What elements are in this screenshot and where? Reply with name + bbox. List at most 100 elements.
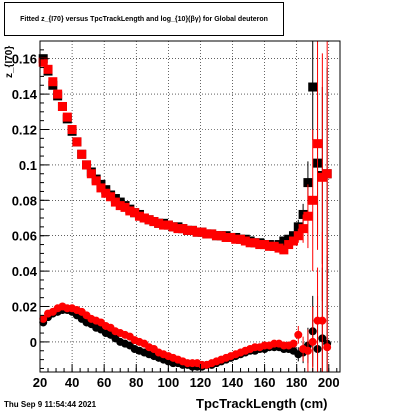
x-tick-label: 80 (129, 375, 143, 390)
data-point-square (303, 178, 313, 188)
data-point-square (163, 220, 173, 230)
data-point-circle (323, 343, 332, 352)
data-point-square (110, 197, 120, 207)
data-point-square (38, 57, 48, 67)
data-point-square (255, 240, 265, 250)
data-point-square (77, 149, 87, 159)
data-point-square (216, 231, 226, 241)
data-point-square (317, 172, 327, 182)
data-point-square (173, 224, 183, 234)
x-tick-label: 160 (254, 375, 276, 390)
data-point-circle (303, 346, 312, 355)
data-point-square (313, 139, 323, 149)
data-point-square (288, 236, 298, 246)
data-point-square (86, 169, 96, 179)
grid-lines (39, 41, 340, 372)
y-tick-label: 0.02 (12, 300, 37, 315)
data-point-square (274, 243, 284, 253)
data-point-square (149, 217, 159, 227)
data-point-square (82, 160, 92, 170)
data-point-square (159, 220, 169, 230)
y-tick-label: 0 (30, 335, 37, 350)
data-point-square (284, 240, 294, 250)
data-point-square (284, 234, 294, 244)
data-point-square (183, 225, 193, 235)
axis-ticks: 20 40 60 80 100 120 140 160 180 200 0 0.02 0.04 0.06 0… (12, 49, 340, 390)
data-point-square (226, 232, 236, 242)
plot-frame (39, 40, 341, 373)
chart-title: Fitted z_{I70} versus TpcTrackLength and… (4, 2, 284, 36)
data-point-square (57, 101, 67, 111)
data-point-square (211, 231, 221, 241)
data-point-square (91, 176, 101, 186)
data-point-square (106, 192, 116, 202)
data-point-square (322, 169, 332, 179)
y-tick-label: 0.1 (19, 158, 37, 173)
data-point-square (115, 201, 125, 211)
x-tick-label: 200 (318, 375, 340, 390)
data-series (38, 41, 332, 372)
data-point-circle (39, 314, 48, 323)
y-tick-label: 0.06 (12, 229, 37, 244)
data-point-square (308, 82, 318, 92)
data-point-square (178, 224, 188, 234)
x-axis-title: TpcTrackLength (cm) (196, 396, 328, 411)
data-point-square (48, 77, 58, 87)
data-point-square (245, 238, 255, 248)
data-point-square (279, 236, 289, 246)
data-point-square (303, 211, 313, 221)
data-point-square (308, 195, 318, 205)
data-point-square (139, 213, 149, 223)
data-point-square (168, 222, 178, 232)
data-point-square (293, 222, 303, 232)
data-point-square (207, 229, 217, 239)
data-point-square (264, 241, 274, 251)
data-point-square (236, 234, 246, 244)
x-tick-label: 120 (190, 375, 212, 390)
y-tick-label: 0.04 (12, 264, 38, 279)
data-point-square (125, 206, 135, 216)
data-point-square (134, 211, 144, 221)
data-point-square (67, 125, 77, 135)
data-point-square (288, 231, 298, 241)
data-point-circle (294, 330, 303, 339)
y-tick-label: 0.12 (12, 123, 37, 138)
data-point-square (43, 64, 53, 74)
y-axis-title: z_{I70} (4, 45, 15, 78)
data-point-square (260, 240, 270, 250)
data-point-square (202, 229, 212, 239)
y-tick-label: 0.08 (12, 193, 37, 208)
footer-date: Thu Sep 9 11:54:44 2021 (4, 400, 97, 409)
data-point-circle (308, 337, 317, 346)
data-point-square (231, 234, 241, 244)
data-point-square (144, 215, 154, 225)
data-point-square (279, 245, 289, 255)
x-tick-label: 140 (222, 375, 244, 390)
x-tick-label: 100 (157, 375, 179, 390)
data-point-square (96, 183, 106, 193)
data-point-square (298, 224, 308, 234)
data-point-square (53, 89, 63, 99)
data-point-square (221, 232, 231, 242)
data-point-square (269, 241, 279, 251)
data-point-square (240, 236, 250, 246)
data-point-square (120, 202, 130, 212)
y-tick-label: 0.16 (12, 52, 37, 67)
x-tick-label: 40 (65, 375, 79, 390)
y-tick-label: 0.14 (12, 87, 38, 102)
data-point-square (250, 238, 260, 248)
x-tick-label: 60 (97, 375, 111, 390)
data-point-square (130, 208, 140, 218)
data-point-circle (318, 316, 327, 325)
data-point-square (62, 112, 72, 122)
data-point-square (187, 225, 197, 235)
data-point-square (197, 227, 207, 237)
data-point-square (154, 218, 164, 228)
x-tick-label: 180 (286, 375, 308, 390)
data-point-square (72, 137, 82, 147)
plot-frame-rect (39, 40, 341, 373)
data-point-square (293, 231, 303, 241)
data-point-circle (289, 339, 298, 348)
x-tick-label: 20 (33, 375, 47, 390)
